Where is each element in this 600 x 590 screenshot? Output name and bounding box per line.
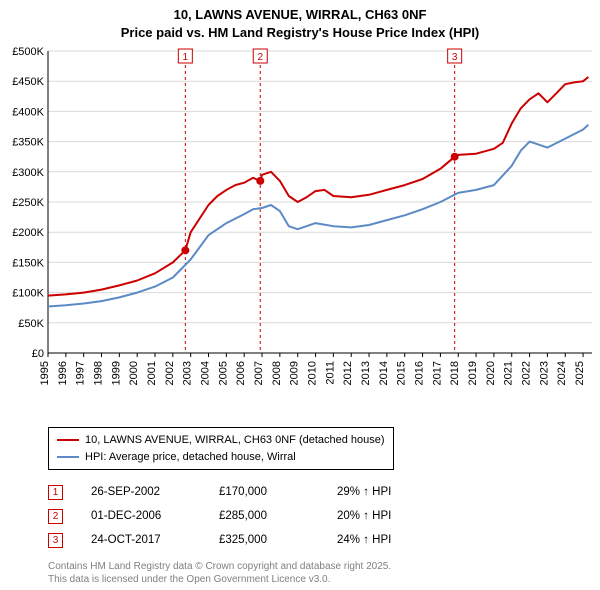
event-price: £325,000 [219,534,309,546]
legend-swatch [57,439,79,441]
svg-text:£250K: £250K [12,197,44,209]
attribution-line-2: This data is licensed under the Open Gov… [48,573,600,586]
svg-text:2006: 2006 [235,361,247,385]
svg-text:2025: 2025 [574,361,586,385]
svg-text:2009: 2009 [289,361,301,385]
svg-text:£400K: £400K [12,106,44,118]
svg-text:1995: 1995 [39,361,51,385]
svg-text:2019: 2019 [467,361,479,385]
svg-text:2001: 2001 [146,361,158,385]
svg-text:2016: 2016 [414,361,426,385]
svg-text:2017: 2017 [431,361,443,385]
title-line-2: Price paid vs. HM Land Registry's House … [0,24,600,42]
event-row: 2 01-DEC-2006 £285,000 20% ↑ HPI [48,504,600,528]
svg-text:1: 1 [183,52,189,63]
legend-box: 10, LAWNS AVENUE, WIRRAL, CH63 0NF (deta… [48,427,394,470]
event-price: £170,000 [219,486,309,498]
figure-container: 10, LAWNS AVENUE, WIRRAL, CH63 0NF Price… [0,0,600,590]
svg-text:£500K: £500K [12,46,44,58]
svg-text:2022: 2022 [521,361,533,385]
svg-text:2005: 2005 [217,361,229,385]
event-date: 24-OCT-2017 [91,534,191,546]
svg-text:1996: 1996 [57,361,69,385]
svg-text:£0: £0 [32,348,44,360]
legend-item: HPI: Average price, detached house, Wirr… [57,449,385,466]
legend-swatch [57,456,79,458]
svg-text:2007: 2007 [253,361,265,385]
svg-text:£50K: £50K [18,318,44,330]
legend-label: 10, LAWNS AVENUE, WIRRAL, CH63 0NF (deta… [85,432,385,449]
svg-text:3: 3 [452,52,458,63]
svg-text:£450K: £450K [12,76,44,88]
line-chart-svg: £0 £50K £100K £150K £200K £250K £300K £350K £400… [0,41,600,421]
svg-text:2000: 2000 [128,361,140,385]
event-table: 1 26-SEP-2002 £170,000 29% ↑ HPI 2 01-DEC-200… [48,480,600,552]
event-row: 1 26-SEP-2002 £170,000 29% ↑ HPI [48,480,600,504]
svg-text:2013: 2013 [360,361,372,385]
svg-text:2004: 2004 [200,361,212,385]
svg-text:£300K: £300K [12,167,44,179]
svg-text:£150K: £150K [12,257,44,269]
svg-text:2: 2 [257,52,263,63]
attribution-line-1: Contains HM Land Registry data © Crown c… [48,560,600,573]
title-block: 10, LAWNS AVENUE, WIRRAL, CH63 0NF Price… [0,0,600,41]
svg-text:2014: 2014 [378,361,390,385]
event-marker: 2 [48,509,63,524]
svg-text:£200K: £200K [12,227,44,239]
svg-text:2012: 2012 [342,361,354,385]
event-delta: 20% ↑ HPI [337,510,391,522]
svg-text:2020: 2020 [485,361,497,385]
svg-text:2010: 2010 [307,361,319,385]
legend-label: HPI: Average price, detached house, Wirr… [85,449,296,466]
event-delta: 24% ↑ HPI [337,534,391,546]
svg-text:2008: 2008 [271,361,283,385]
svg-text:1999: 1999 [110,361,122,385]
svg-text:£350K: £350K [12,137,44,149]
svg-text:2011: 2011 [324,361,336,385]
svg-text:£100K: £100K [12,288,44,300]
svg-text:1997: 1997 [75,361,87,385]
svg-text:2024: 2024 [556,361,568,385]
event-date: 26-SEP-2002 [91,486,191,498]
svg-text:2021: 2021 [503,361,515,385]
svg-text:2003: 2003 [182,361,194,385]
event-delta: 29% ↑ HPI [337,486,391,498]
title-line-1: 10, LAWNS AVENUE, WIRRAL, CH63 0NF [0,6,600,24]
chart-area: £0 £50K £100K £150K £200K £250K £300K £350K £400… [0,41,600,421]
svg-text:2002: 2002 [164,361,176,385]
event-price: £285,000 [219,510,309,522]
legend-item: 10, LAWNS AVENUE, WIRRAL, CH63 0NF (deta… [57,432,385,449]
event-marker: 1 [48,485,63,500]
svg-text:2015: 2015 [396,361,408,385]
svg-text:1998: 1998 [93,361,105,385]
event-marker: 3 [48,533,63,548]
svg-text:2018: 2018 [449,361,461,385]
svg-text:2023: 2023 [538,361,550,385]
attribution-text: Contains HM Land Registry data © Crown c… [48,560,600,586]
event-date: 01-DEC-2006 [91,510,191,522]
event-row: 3 24-OCT-2017 £325,000 24% ↑ HPI [48,528,600,552]
